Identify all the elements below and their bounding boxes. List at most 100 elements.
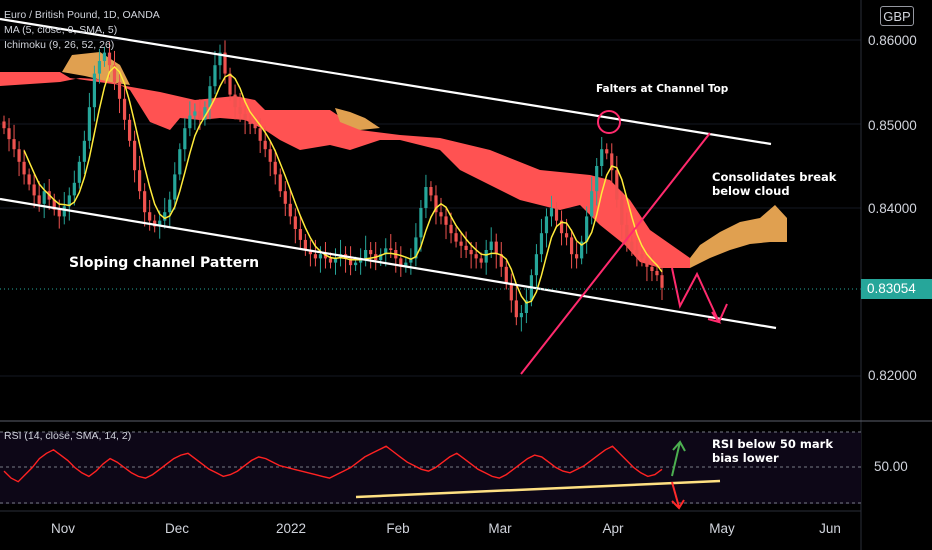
candle-body bbox=[384, 248, 388, 255]
candle-body bbox=[228, 73, 232, 95]
candle-body bbox=[524, 300, 528, 313]
currency-badge[interactable]: GBP bbox=[880, 6, 914, 26]
candle-body bbox=[193, 111, 197, 116]
candle-body bbox=[148, 212, 152, 221]
candle-body bbox=[308, 250, 312, 255]
candle-body bbox=[580, 241, 584, 259]
falters-annotation: Falters at Channel Top bbox=[596, 83, 729, 95]
candle-body bbox=[198, 111, 202, 120]
candle-body bbox=[278, 174, 282, 192]
ma-legend[interactable]: MA (5, close, 0, SMA, 5) bbox=[4, 24, 118, 36]
month-tick: 2022 bbox=[275, 521, 307, 536]
candle-body bbox=[37, 195, 41, 204]
candle-body bbox=[203, 107, 207, 120]
candle-body bbox=[464, 245, 468, 250]
candle-body bbox=[82, 140, 86, 162]
trend-annotations bbox=[520, 110, 728, 375]
rsi-up-arrow bbox=[671, 440, 686, 477]
candle-body bbox=[288, 203, 292, 217]
candle-body bbox=[399, 258, 403, 267]
rsi-pane bbox=[0, 431, 861, 510]
candle-body bbox=[569, 237, 574, 255]
candle-body bbox=[77, 161, 81, 183]
candle-body bbox=[364, 250, 368, 259]
channel-upper-line bbox=[0, 17, 772, 146]
month-tick: Apr bbox=[602, 521, 624, 536]
candle-body bbox=[188, 115, 192, 129]
candle-body bbox=[549, 208, 554, 217]
candle-body bbox=[112, 65, 117, 82]
candle-body bbox=[138, 170, 142, 192]
candle-body bbox=[208, 86, 212, 108]
candle-body bbox=[439, 212, 443, 217]
consolidates-annotation-line2: below cloud bbox=[712, 184, 790, 198]
candle-body bbox=[87, 107, 91, 141]
candle-body bbox=[595, 166, 599, 192]
candle-body bbox=[559, 220, 564, 234]
candle-body bbox=[57, 209, 61, 217]
candle-body bbox=[575, 254, 579, 259]
price-tick: 0.86000 bbox=[868, 33, 917, 48]
candle-body bbox=[67, 195, 71, 207]
candle-body bbox=[218, 52, 222, 66]
candle-body bbox=[72, 182, 76, 196]
candle-body bbox=[424, 187, 428, 208]
consolidates-annotation-line1: Consolidates break bbox=[712, 170, 837, 184]
candle-body bbox=[12, 139, 16, 150]
candle-body bbox=[253, 124, 257, 129]
candle-body bbox=[42, 191, 46, 204]
candle-body bbox=[107, 52, 112, 66]
candle-body bbox=[600, 149, 604, 166]
candle-body bbox=[585, 216, 589, 242]
candle-body bbox=[223, 52, 227, 74]
candle-body bbox=[293, 216, 297, 229]
candle-body bbox=[7, 128, 11, 140]
ichimoku-legend[interactable]: Ichimoku (9, 26, 52, 26) bbox=[4, 39, 115, 51]
candle-body bbox=[660, 275, 664, 288]
candle-body bbox=[620, 199, 624, 225]
candle-body bbox=[263, 140, 267, 150]
rsi-line bbox=[3, 445, 663, 483]
candle-body bbox=[163, 212, 167, 221]
candle-body bbox=[233, 94, 237, 108]
price-tick: 0.84000 bbox=[868, 201, 917, 216]
candle-body bbox=[127, 119, 132, 141]
candle-body bbox=[248, 119, 252, 124]
candle-body bbox=[469, 250, 473, 255]
rsi-annotation-line1: RSI below 50 mark bbox=[712, 437, 833, 451]
candle-body bbox=[102, 52, 107, 61]
candle-body bbox=[635, 250, 639, 255]
channel-lower-line bbox=[0, 197, 777, 330]
candle-body bbox=[283, 191, 287, 204]
candle-body bbox=[2, 121, 6, 129]
last-price-badge: 0.83054 bbox=[861, 279, 932, 299]
rsi-annotation-line2: bias lower bbox=[712, 451, 779, 465]
price-tick: 0.82000 bbox=[868, 368, 917, 383]
price-tick: 0.85000 bbox=[868, 118, 917, 133]
candle-body bbox=[298, 229, 302, 240]
candle-body bbox=[178, 149, 182, 175]
cloud-bearish bbox=[0, 72, 690, 268]
candle-body bbox=[504, 266, 508, 284]
candle-body bbox=[650, 266, 654, 271]
candle-body bbox=[454, 233, 458, 242]
candle-body bbox=[484, 250, 488, 263]
candle-body bbox=[590, 191, 594, 217]
candle-body bbox=[645, 258, 649, 267]
candle-body bbox=[213, 65, 217, 87]
candle-body bbox=[429, 187, 433, 196]
month-tick: Jun bbox=[819, 521, 841, 536]
rsi-legend[interactable]: RSI (14, close, SMA, 14, 2) bbox=[4, 430, 132, 442]
candle-body bbox=[303, 239, 307, 250]
candle-body bbox=[534, 254, 539, 276]
candle-body bbox=[238, 107, 242, 114]
candle-body bbox=[630, 241, 634, 250]
cloud-bullish bbox=[690, 205, 787, 268]
symbol-legend[interactable]: Euro / British Pound, 1D, OANDA bbox=[4, 9, 160, 21]
cloud-bullish bbox=[335, 108, 380, 130]
candle-body bbox=[27, 174, 31, 185]
candle-body bbox=[318, 254, 323, 259]
month-tick: May bbox=[709, 521, 735, 536]
channel-annotation: Sloping channel Pattern bbox=[69, 255, 260, 271]
